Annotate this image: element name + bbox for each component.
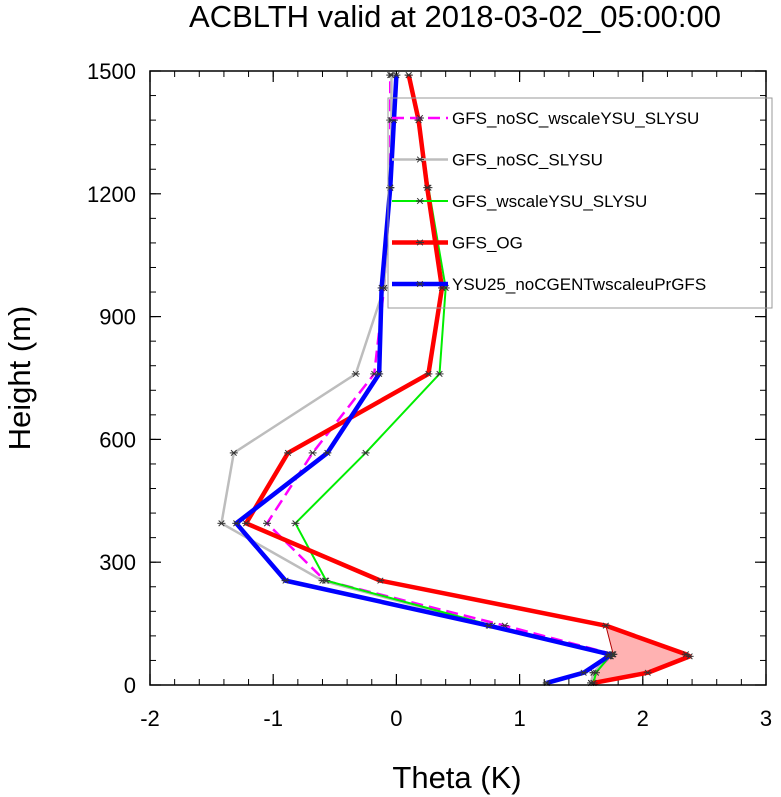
data-marker xyxy=(425,370,432,378)
data-marker xyxy=(323,577,330,584)
y-tick-label: 600 xyxy=(99,427,136,452)
legend: GFS_noSC_wscaleYSU_SLYSU GFS_noSC_SLYSU GF… xyxy=(387,97,773,309)
y-tick-label: 1200 xyxy=(87,182,136,207)
legend-label: GFS_noSC_wscaleYSU_SLYSU xyxy=(452,109,699,128)
legend-label: GFS_OG xyxy=(452,234,523,253)
x-tick-label: -1 xyxy=(263,706,283,731)
data-marker xyxy=(416,239,424,246)
data-marker xyxy=(263,520,271,527)
data-marker xyxy=(602,622,609,629)
data-marker xyxy=(218,520,225,527)
chart-title: ACBLTH valid at 2018-03-02_05:00:00 xyxy=(189,0,721,34)
y-tick-label: 1500 xyxy=(87,59,136,84)
data-marker xyxy=(362,449,369,457)
data-marker xyxy=(375,370,383,378)
data-marker xyxy=(416,197,424,205)
data-marker xyxy=(378,284,385,292)
data-marker xyxy=(377,577,384,584)
data-marker xyxy=(424,184,431,191)
x-tick-label: 0 xyxy=(390,706,402,731)
data-marker xyxy=(324,449,331,457)
data-marker xyxy=(393,71,400,79)
data-marker xyxy=(405,71,412,79)
data-marker xyxy=(371,370,378,378)
data-marker xyxy=(416,114,424,122)
plot-frame xyxy=(149,70,767,686)
data-marker xyxy=(416,280,424,288)
data-marker xyxy=(644,669,651,676)
data-marker xyxy=(284,449,292,457)
legend-label: GFS_wscaleYSU_SLYSU xyxy=(452,192,647,211)
data-marker xyxy=(485,622,492,629)
data-marker xyxy=(233,520,240,527)
x-tick-label: 3 xyxy=(760,706,772,731)
data-marker xyxy=(416,156,424,163)
data-marker xyxy=(230,449,237,457)
data-marker xyxy=(682,651,690,658)
data-marker xyxy=(436,370,443,378)
data-marker xyxy=(282,577,289,584)
y-tick-label: 300 xyxy=(99,550,136,575)
series-layer xyxy=(217,71,694,687)
data-marker xyxy=(686,653,693,660)
x-tick-label: 2 xyxy=(637,706,649,731)
legend-box xyxy=(387,97,773,309)
x-axis-label: Theta (K) xyxy=(392,760,521,795)
data-marker xyxy=(292,520,299,527)
data-marker xyxy=(580,669,587,676)
x-tick-label: -2 xyxy=(140,706,160,731)
data-marker xyxy=(242,520,250,527)
data-marker xyxy=(309,449,316,457)
y-tick-label: 900 xyxy=(99,305,136,330)
x-tick-label: 1 xyxy=(513,706,525,731)
data-marker xyxy=(352,370,359,378)
y-tick-label: 0 xyxy=(124,673,136,698)
data-marker xyxy=(606,651,613,658)
data-marker xyxy=(388,71,395,79)
data-marker xyxy=(592,669,600,676)
legend-label: YSU25_noCGENTwscaleuPrGFS xyxy=(452,275,706,294)
legend-label: GFS_noSC_SLYSU xyxy=(452,151,603,170)
y-axis-label: Height (m) xyxy=(2,306,37,451)
